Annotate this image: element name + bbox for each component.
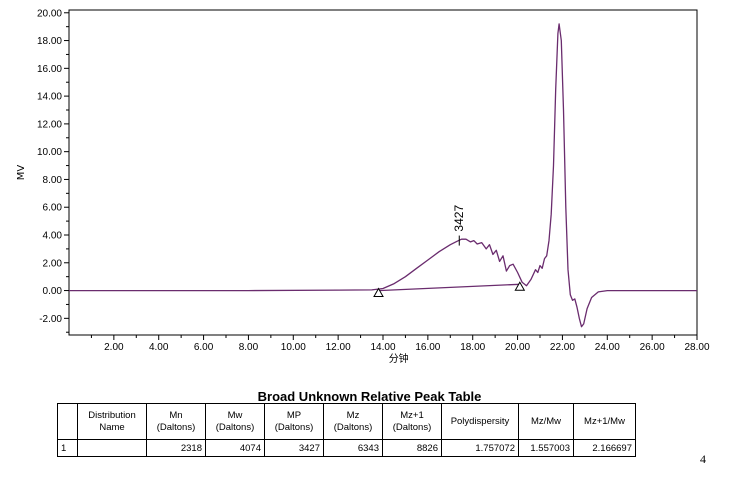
page-number: 4 [700, 452, 706, 466]
series-line-signal [69, 23, 697, 328]
integration-marker [373, 287, 384, 298]
x-tick-label: 22.00 [550, 342, 575, 353]
x-tick-label: 2.00 [104, 342, 124, 353]
y-tick-label: 18.00 [37, 36, 62, 47]
table-cell-mz1-mw: 2.166697 [573, 439, 636, 457]
series-line-baseline [378, 283, 520, 292]
header-cell-index [57, 403, 78, 440]
y-tick-label: 16.00 [37, 64, 62, 75]
table-header-row: Distribution Name Mn (Daltons) Mw (Daltons)… [57, 403, 636, 440]
x-tick-label: 16.00 [415, 342, 440, 353]
header-cell-polydispersity: Polydispersity [441, 403, 519, 440]
table-cell-mp: 3427 [264, 439, 324, 457]
x-tick-label: 24.00 [595, 342, 620, 353]
x-tick-label: 8.00 [239, 342, 259, 353]
chromatogram-chart: -2.00 0.00 2.00 4.00 6.00 8.00 10.00 12.00 14.00… [16, 8, 710, 365]
table-row: 1 2318 4074 3427 6343 8826 1.757072 1.55… [57, 439, 636, 457]
x-tick-label: 26.00 [640, 342, 665, 353]
plot-frame [68, 9, 698, 336]
x-tick-label: 28.00 [684, 342, 709, 353]
header-cell-mz-mw: Mz/Mw [518, 403, 574, 440]
y-tick-label: -2.00 [39, 314, 62, 325]
table-cell-distribution-name [77, 439, 147, 457]
x-tick-label: 6.00 [194, 342, 214, 353]
peak-table: Distribution Name Mn (Daltons) Mw (Daltons)… [57, 403, 636, 457]
y-tick-label: 2.00 [43, 258, 63, 269]
table-cell-mz1: 8826 [382, 439, 442, 457]
x-tick-label: 18.00 [460, 342, 485, 353]
integration-marker [514, 281, 526, 291]
y-tick-label: 0.00 [43, 286, 63, 297]
x-tick-label: 20.00 [505, 342, 530, 353]
y-tick-label: 20.00 [37, 8, 62, 19]
y-axis-title: MV [16, 165, 27, 181]
x-tick-label: 10.00 [281, 342, 306, 353]
table-cell-index: 1 [57, 439, 78, 457]
header-cell-mz1-mw: Mz+1/Mw [573, 403, 636, 440]
x-tick-label: 14.00 [370, 342, 395, 353]
table-cell-mw: 4074 [205, 439, 265, 457]
y-tick-label: 10.00 [37, 147, 62, 158]
header-cell-distribution-name: Distribution Name [77, 403, 147, 440]
x-tick-label: 4.00 [149, 342, 169, 353]
x-tick-label: 12.00 [326, 342, 351, 353]
table-title: Broad Unknown Relative Peak Table [257, 389, 482, 404]
y-tick-label: 6.00 [43, 203, 63, 214]
y-tick-label: 8.00 [43, 175, 63, 186]
y-tick-label: 4.00 [43, 231, 63, 242]
table-cell-mn: 2318 [146, 439, 206, 457]
peak-label: 3427 [452, 205, 466, 232]
table-cell-mz: 6343 [323, 439, 383, 457]
header-cell-mn: Mn (Daltons) [146, 403, 206, 440]
y-tick-label: 14.00 [37, 92, 62, 103]
x-axis-title: 分钟 [389, 352, 409, 365]
table-cell-mz-mw: 1.557003 [518, 439, 574, 457]
header-cell-mw: Mw (Daltons) [205, 403, 265, 440]
table-cell-polydispersity: 1.757072 [441, 439, 519, 457]
y-tick-label: 12.00 [37, 119, 62, 130]
header-cell-mz: Mz (Daltons) [323, 403, 383, 440]
header-cell-mz1: Mz+1 (Daltons) [382, 403, 442, 440]
header-cell-mp: MP (Daltons) [264, 403, 324, 440]
